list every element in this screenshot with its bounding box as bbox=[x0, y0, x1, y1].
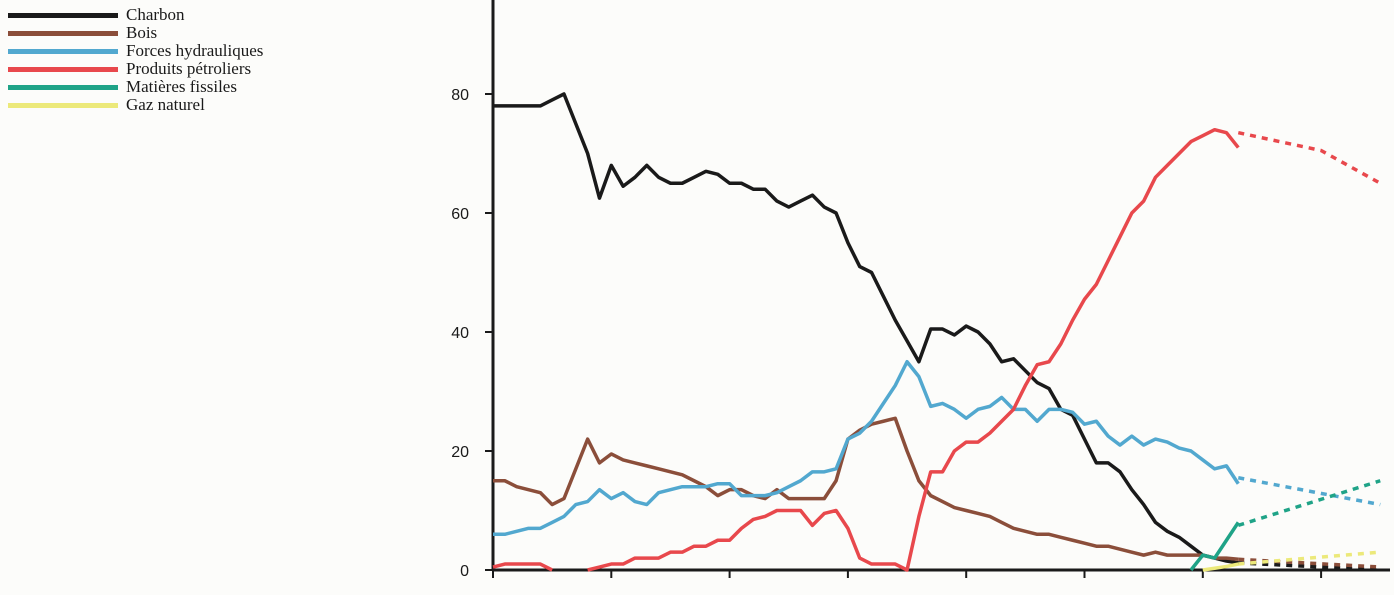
y-tick-label: 40 bbox=[451, 325, 469, 342]
series-line-forces-hydrauliques bbox=[493, 360, 1240, 537]
x-tick-label: 40 bbox=[839, 593, 857, 595]
legend-item-matieres-fissiles: Matières fissiles bbox=[8, 77, 263, 96]
series-line-gaz-naturel bbox=[1202, 562, 1239, 572]
y-tick-label: 60 bbox=[451, 206, 469, 223]
x-tick-label: 20 bbox=[602, 593, 620, 595]
legend-label: Charbon bbox=[126, 5, 185, 24]
y-tick-label: 20 bbox=[451, 444, 469, 461]
axis-ticks: 0 20 40 60 80 1910 20 30 40 50 60 70 1980 bbox=[451, 87, 1339, 595]
series-projection-gaz-naturel bbox=[1238, 550, 1381, 566]
legend-item-forces-hydrauliques: Forces hydrauliques bbox=[8, 41, 264, 60]
x-tick-label: 1980 bbox=[1303, 593, 1339, 595]
legend-label: Forces hydrauliques bbox=[126, 41, 264, 60]
series-line-produits-petroliers bbox=[587, 127, 1240, 572]
legend-swatch bbox=[8, 12, 118, 18]
legend-swatch bbox=[8, 66, 118, 72]
series-line-matieres-fissiles bbox=[1189, 521, 1240, 572]
axes bbox=[491, 0, 1390, 572]
legend-swatch bbox=[8, 84, 118, 90]
legend-swatch bbox=[8, 48, 118, 54]
series-projection-forces-hydrauliques bbox=[1237, 476, 1381, 507]
y-tick-label: 80 bbox=[451, 87, 469, 104]
series-projection-matieres-fissiles bbox=[1237, 479, 1381, 528]
legend-label: Matières fissiles bbox=[126, 77, 237, 96]
legend-swatch bbox=[8, 30, 118, 36]
y-tick-label: 0 bbox=[460, 563, 469, 580]
series-projection-produits-petroliers bbox=[1237, 130, 1382, 185]
series-line-produits-petroliers bbox=[492, 562, 553, 572]
x-tick-label: 1910 bbox=[475, 593, 511, 595]
legend-swatch bbox=[8, 102, 118, 108]
x-tick-label: 30 bbox=[721, 593, 739, 595]
x-tick-label: 60 bbox=[1076, 593, 1094, 595]
legend-label: Gaz naturel bbox=[126, 95, 205, 114]
legend-label: Bois bbox=[126, 23, 158, 42]
x-tick-label: 50 bbox=[957, 593, 975, 595]
series-group bbox=[492, 92, 1382, 572]
legend: Charbon Bois Forces hydrauliques Produits p… bbox=[8, 5, 264, 114]
series-line-charbon bbox=[493, 92, 1239, 565]
legend-label: Produits pétroliers bbox=[126, 59, 252, 78]
legend-item-gaz-naturel: Gaz naturel bbox=[8, 95, 263, 114]
x-tick-label: 70 bbox=[1194, 593, 1212, 595]
legend-item-produits-petroliers: Produits pétroliers bbox=[8, 59, 263, 78]
legend-item-bois: Bois bbox=[8, 23, 263, 42]
legend-item-charbon: Charbon bbox=[8, 5, 263, 24]
series-projection-bois bbox=[1238, 557, 1381, 569]
